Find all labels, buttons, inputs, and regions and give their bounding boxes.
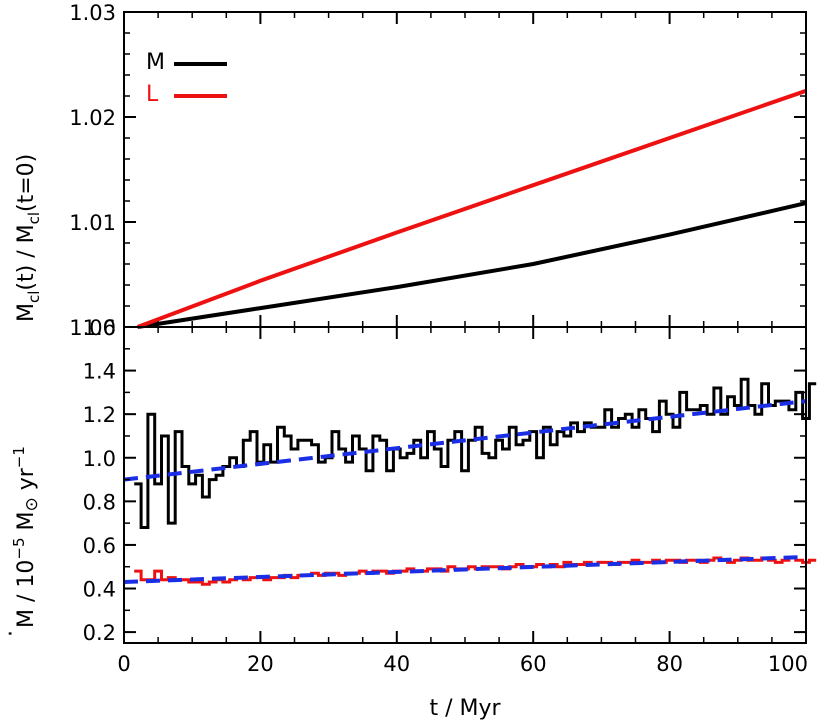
bottom-ytick-label: 0.8 <box>83 490 116 514</box>
legend: M L <box>146 50 227 107</box>
bottom-fit-line-3 <box>123 554 807 584</box>
top-series-line-l <box>136 88 807 329</box>
bottom-xtick-label: 60 <box>520 652 547 676</box>
bottom-ytick-label: 1.6 <box>83 316 116 340</box>
bottom-xtick-label: 100 <box>768 652 808 676</box>
bottom-xtick-label: 40 <box>383 652 410 676</box>
bottom-xtick-label: 80 <box>656 652 683 676</box>
top-series-group <box>136 88 807 329</box>
top-ticks-group: 1.00 1.01 1.02 1.03 <box>69 1 807 340</box>
bottom-ytick-label: 1.4 <box>83 360 116 384</box>
bottom-ytick-label: 1.0 <box>83 447 116 471</box>
top-ytick-label: 1.01 <box>69 211 116 235</box>
top-axes-frame <box>123 11 807 328</box>
bottom-step-series-0 <box>134 377 817 529</box>
bottom-ytick-label: 1.2 <box>83 403 116 427</box>
bottom-ytick-label: 0.2 <box>83 621 116 645</box>
mdot-dot: · <box>0 630 24 637</box>
bottom-series-group <box>123 377 817 586</box>
bottom-ytick-label: 0.4 <box>83 578 116 602</box>
bottom-xlabel: t / Myr <box>429 696 501 721</box>
bottom-ylabel: M / 10−5 M⊙ yr−1 <box>10 446 42 628</box>
bottom-xtick-label: 20 <box>247 652 274 676</box>
bottom-step-series-1 <box>134 556 817 586</box>
legend-label-l: L <box>146 82 159 107</box>
bottom-ytick-label: 0.6 <box>83 534 116 558</box>
bottom-xtick-label: 0 <box>117 652 130 676</box>
bottom-panel: 0.2 0.4 0.6 0.8 1.0 1.2 1.4 1.6 0 20 40 60 80 100 M /… <box>0 316 817 721</box>
bottom-axes-frame <box>123 326 807 644</box>
bottom-ticks-group: 0.2 0.4 0.6 0.8 1.0 1.2 1.4 1.6 0 20 40 60 80 100 <box>83 316 808 676</box>
top-series-line-m <box>137 201 807 329</box>
legend-label-m: M <box>146 50 165 75</box>
top-panel: 1.00 1.01 1.02 1.03 M L Mcl(t) / Mcl(t=0) <box>14 1 807 340</box>
top-ytick-label: 1.02 <box>69 106 116 130</box>
top-ytick-label: 1.00 <box>69 316 116 340</box>
bottom-fit-line-2 <box>123 399 807 482</box>
top-ylabel: Mcl(t) / Mcl(t=0) <box>14 154 43 322</box>
top-ytick-label: 1.03 <box>69 1 116 25</box>
